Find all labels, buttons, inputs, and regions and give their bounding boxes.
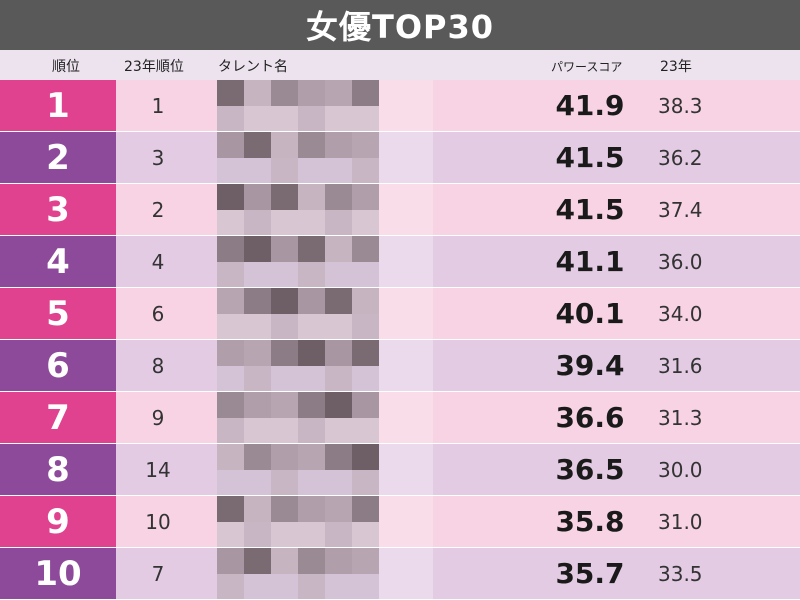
table-row: 1 1 41.9 38.3	[0, 80, 800, 132]
talent-name-redacted	[200, 132, 530, 183]
header-year: 23年	[660, 59, 692, 75]
prev-rank-cell: 3	[151, 145, 165, 170]
rank-cell: 8	[0, 444, 116, 495]
table-row: 9 10 35.8 31.0	[0, 496, 800, 548]
talent-name-redacted	[200, 392, 530, 443]
rank-cell: 1	[0, 80, 116, 131]
mosaic-blur	[217, 288, 433, 339]
page-title: 女優TOP30	[305, 8, 495, 46]
talent-name-redacted	[200, 236, 530, 287]
year-score-cell: 34.0	[658, 301, 703, 326]
mosaic-blur	[217, 236, 433, 287]
rank-cell: 7	[0, 392, 116, 443]
prev-rank-cell: 6	[151, 301, 165, 326]
power-score-cell: 39.4	[555, 349, 625, 382]
power-score-cell: 41.5	[555, 141, 625, 174]
mosaic-blur	[217, 184, 433, 235]
rank-cell: 5	[0, 288, 116, 339]
power-score-cell: 36.6	[555, 401, 625, 434]
rank-cell: 6	[0, 340, 116, 391]
year-score-cell: 36.2	[658, 145, 703, 170]
prev-rank-cell: 8	[151, 353, 165, 378]
table-row: 8 14 36.5 30.0	[0, 444, 800, 496]
header-prev-rank: 23年順位	[124, 59, 184, 75]
talent-name-redacted	[200, 288, 530, 339]
power-score-cell: 41.5	[555, 193, 625, 226]
power-score-cell: 40.1	[555, 297, 625, 330]
year-score-cell: 30.0	[658, 457, 703, 482]
power-score-cell: 36.5	[555, 453, 625, 486]
year-score-cell: 33.5	[658, 561, 703, 586]
talent-name-redacted	[200, 496, 530, 547]
table-row: 2 3 41.5 36.2	[0, 132, 800, 184]
year-score-cell: 31.3	[658, 405, 703, 430]
talent-name-redacted	[200, 80, 530, 131]
table-row: 5 6 40.1 34.0	[0, 288, 800, 340]
power-score-cell: 41.1	[555, 245, 625, 278]
rank-cell: 10	[0, 548, 116, 599]
prev-rank-cell: 10	[145, 509, 171, 534]
rank-cell: 2	[0, 132, 116, 183]
table-row: 4 4 41.1 36.0	[0, 236, 800, 288]
year-score-cell: 36.0	[658, 249, 703, 274]
rank-cell: 4	[0, 236, 116, 287]
header-rank: 順位	[52, 59, 80, 75]
mosaic-blur	[217, 444, 433, 495]
power-score-cell: 41.9	[555, 89, 625, 122]
power-score-cell: 35.8	[555, 505, 625, 538]
rank-cell: 3	[0, 184, 116, 235]
header-talent: タレント名	[218, 59, 288, 75]
table-header: 順位 23年順位 タレント名 パワースコア 23年	[0, 50, 800, 80]
mosaic-blur	[217, 80, 433, 131]
table-row: 7 9 36.6 31.3	[0, 392, 800, 444]
mosaic-blur	[217, 132, 433, 183]
prev-rank-cell: 7	[151, 561, 165, 586]
prev-rank-cell: 9	[151, 405, 165, 430]
talent-name-redacted	[200, 184, 530, 235]
mosaic-blur	[217, 548, 433, 599]
table-row: 3 2 41.5 37.4	[0, 184, 800, 236]
header-power-score: パワースコア	[551, 60, 623, 74]
mosaic-blur	[217, 392, 433, 443]
table-row: 6 8 39.4 31.6	[0, 340, 800, 392]
prev-rank-cell: 14	[145, 457, 171, 482]
year-score-cell: 38.3	[658, 93, 703, 118]
year-score-cell: 31.6	[658, 353, 703, 378]
table-row: 10 7 35.7 33.5	[0, 548, 800, 600]
talent-name-redacted	[200, 548, 530, 599]
mosaic-blur	[217, 496, 433, 547]
rank-cell: 9	[0, 496, 116, 547]
talent-name-redacted	[200, 340, 530, 391]
prev-rank-cell: 2	[151, 197, 165, 222]
mosaic-blur	[217, 340, 433, 391]
prev-rank-cell: 4	[151, 249, 165, 274]
title-bar: 女優TOP30	[0, 0, 800, 50]
talent-name-redacted	[200, 444, 530, 495]
year-score-cell: 37.4	[658, 197, 703, 222]
power-score-cell: 35.7	[555, 557, 625, 590]
year-score-cell: 31.0	[658, 509, 703, 534]
prev-rank-cell: 1	[151, 93, 165, 118]
